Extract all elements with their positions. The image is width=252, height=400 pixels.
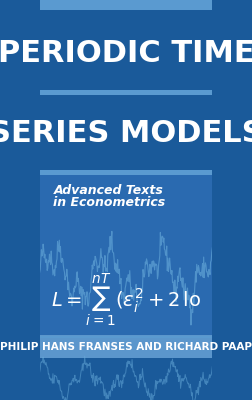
FancyBboxPatch shape	[40, 358, 212, 400]
Text: SERIES MODELS: SERIES MODELS	[0, 118, 252, 148]
Text: PHILIP HANS FRANSES AND RICHARD PAAP: PHILIP HANS FRANSES AND RICHARD PAAP	[0, 342, 252, 352]
FancyBboxPatch shape	[40, 95, 212, 170]
FancyBboxPatch shape	[40, 335, 212, 358]
FancyBboxPatch shape	[40, 90, 212, 95]
Text: $L = \sum_{i=1}^{nT}(\varepsilon_i^2 + 2\,\mathrm{lo}$: $L = \sum_{i=1}^{nT}(\varepsilon_i^2 + 2…	[51, 272, 201, 328]
FancyBboxPatch shape	[40, 15, 212, 90]
FancyBboxPatch shape	[40, 170, 212, 175]
Text: in Econometrics: in Econometrics	[53, 196, 166, 210]
FancyBboxPatch shape	[40, 0, 212, 10]
Text: PERIODIC TIME: PERIODIC TIME	[0, 38, 252, 68]
Text: Advanced Texts: Advanced Texts	[53, 184, 163, 196]
FancyBboxPatch shape	[40, 175, 212, 340]
FancyBboxPatch shape	[40, 336, 212, 338]
